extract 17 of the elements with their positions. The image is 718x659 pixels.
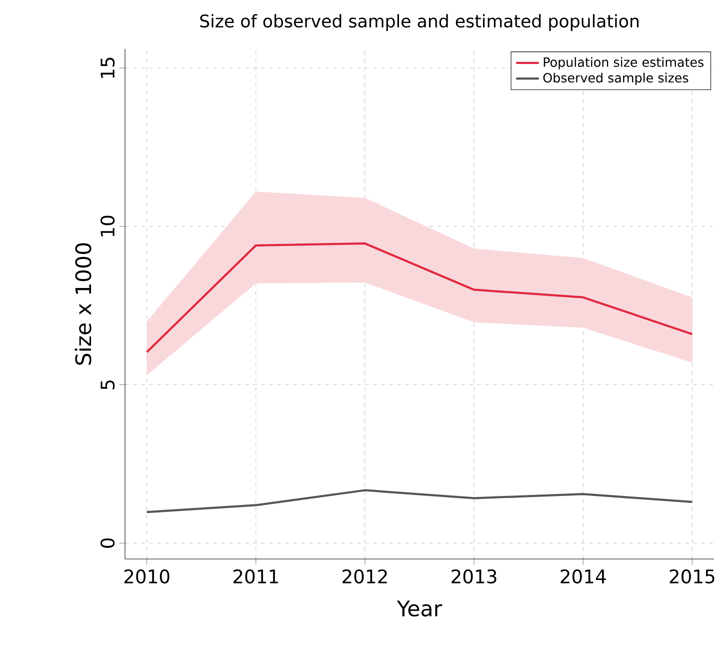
x-tick-label: 2010 bbox=[124, 569, 170, 584]
y-tick-label: 5 bbox=[100, 380, 115, 390]
x-tick-label: 2014 bbox=[560, 569, 606, 584]
x-axis-title: Year bbox=[396, 600, 442, 617]
chart-title: Size of observed sample and estimated population bbox=[200, 14, 638, 31]
y-tick-label: 15 bbox=[100, 58, 115, 78]
x-tick-label: 2012 bbox=[342, 569, 387, 584]
legend-label: Population size estimates bbox=[544, 57, 704, 70]
y-axis-title: Size x 1000 bbox=[74, 243, 92, 365]
x-tick-label: 2015 bbox=[670, 569, 714, 584]
legend-label: Observed sample sizes bbox=[543, 72, 688, 86]
x-tick-label: 2011 bbox=[233, 569, 278, 584]
y-tick-label: 10 bbox=[100, 216, 115, 236]
x-tick-label: 2013 bbox=[452, 569, 496, 584]
line-series bbox=[146, 242, 694, 354]
y-tick-label: 0 bbox=[100, 538, 115, 548]
line-series bbox=[146, 489, 694, 514]
